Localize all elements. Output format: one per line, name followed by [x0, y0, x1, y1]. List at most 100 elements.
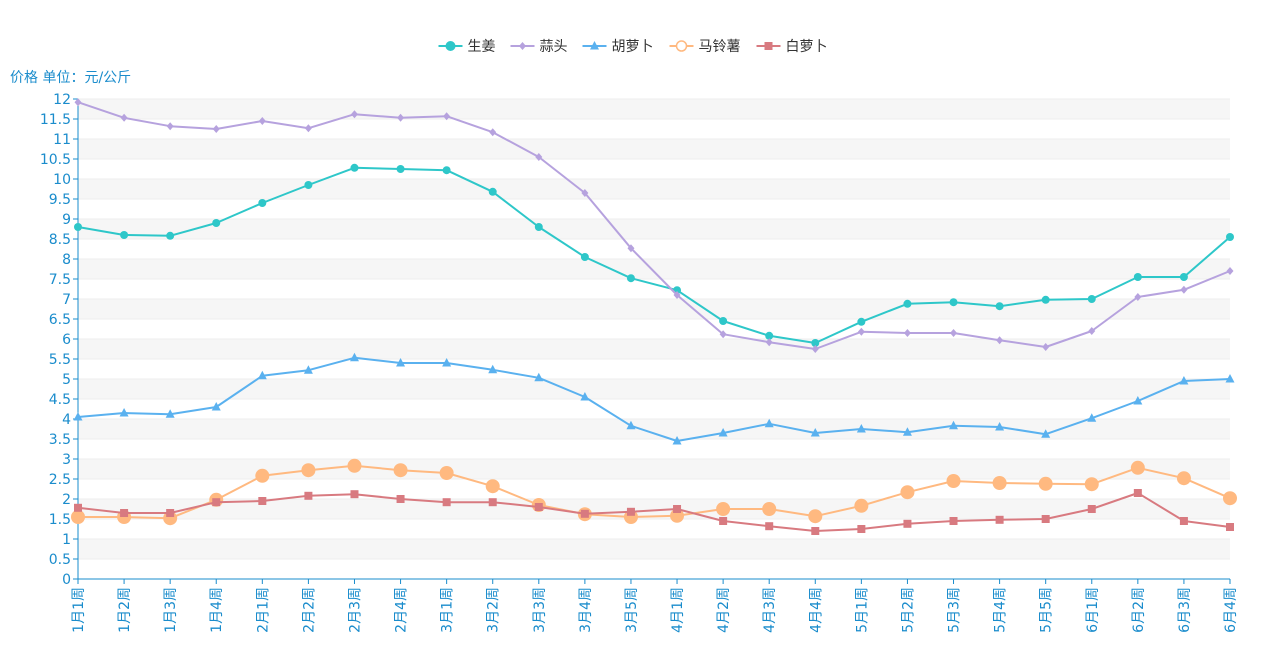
- data-point[interactable]: [1084, 477, 1099, 492]
- data-point[interactable]: [120, 231, 129, 239]
- data-point[interactable]: [534, 223, 543, 231]
- data-point[interactable]: [166, 122, 174, 131]
- data-point[interactable]: [719, 317, 728, 325]
- data-point[interactable]: [811, 527, 820, 535]
- data-point[interactable]: [673, 505, 682, 513]
- data-point[interactable]: [995, 422, 1005, 431]
- data-point[interactable]: [946, 474, 961, 488]
- data-point[interactable]: [580, 253, 589, 261]
- data-point[interactable]: [949, 420, 959, 430]
- data-point[interactable]: [673, 291, 681, 299]
- data-point[interactable]: [762, 502, 777, 516]
- data-point[interactable]: [811, 345, 819, 353]
- data-point[interactable]: [303, 365, 313, 374]
- data-point[interactable]: [1087, 413, 1097, 422]
- data-point[interactable]: [580, 509, 589, 518]
- data-point[interactable]: [1133, 273, 1142, 281]
- data-point[interactable]: [258, 497, 267, 505]
- data-point[interactable]: [1087, 295, 1096, 303]
- data-point[interactable]: [718, 428, 728, 437]
- data-point[interactable]: [73, 412, 83, 421]
- legend-item[interactable]: 蒜头: [510, 39, 568, 55]
- data-point[interactable]: [347, 458, 362, 473]
- data-point[interactable]: [808, 509, 823, 524]
- data-point[interactable]: [949, 517, 958, 525]
- data-point[interactable]: [304, 124, 312, 133]
- data-point[interactable]: [902, 427, 912, 436]
- data-point[interactable]: [442, 358, 452, 367]
- data-point[interactable]: [765, 338, 773, 347]
- data-point[interactable]: [1088, 327, 1096, 335]
- data-point[interactable]: [765, 522, 774, 531]
- data-point[interactable]: [349, 352, 359, 362]
- data-point[interactable]: [854, 498, 869, 513]
- data-point[interactable]: [950, 329, 958, 337]
- data-point[interactable]: [304, 491, 313, 500]
- data-point[interactable]: [534, 503, 543, 511]
- data-point[interactable]: [489, 128, 497, 137]
- data-point[interactable]: [903, 519, 912, 528]
- legend-item[interactable]: 生姜: [438, 39, 496, 55]
- data-point[interactable]: [764, 418, 774, 428]
- data-point[interactable]: [626, 507, 635, 516]
- data-point[interactable]: [485, 479, 500, 494]
- data-point[interactable]: [119, 408, 129, 417]
- data-point[interactable]: [396, 495, 405, 503]
- data-point[interactable]: [719, 517, 728, 525]
- data-point[interactable]: [1041, 295, 1050, 304]
- data-point[interactable]: [442, 166, 451, 175]
- data-point[interactable]: [627, 244, 635, 253]
- data-point[interactable]: [1133, 396, 1143, 405]
- data-point[interactable]: [534, 372, 544, 382]
- data-point[interactable]: [810, 428, 820, 437]
- data-point[interactable]: [581, 189, 589, 197]
- data-point[interactable]: [350, 490, 359, 499]
- data-point[interactable]: [580, 392, 590, 401]
- data-point[interactable]: [1041, 515, 1050, 523]
- legend[interactable]: 生姜 蒜头 胡萝卜 马铃薯 白萝卜: [438, 39, 828, 55]
- data-point[interactable]: [71, 510, 85, 524]
- data-point[interactable]: [74, 98, 82, 107]
- data-point[interactable]: [903, 329, 911, 337]
- data-point[interactable]: [857, 327, 865, 336]
- legend-item[interactable]: 胡萝卜: [582, 39, 654, 55]
- data-point[interactable]: [166, 231, 175, 240]
- data-point[interactable]: [1179, 273, 1188, 281]
- data-point[interactable]: [393, 463, 408, 478]
- data-point[interactable]: [258, 199, 267, 207]
- data-point[interactable]: [949, 298, 958, 307]
- data-point[interactable]: [257, 370, 267, 380]
- data-point[interactable]: [488, 187, 497, 196]
- data-point[interactable]: [765, 331, 774, 340]
- data-point[interactable]: [350, 110, 358, 119]
- data-point[interactable]: [857, 317, 866, 326]
- data-point[interactable]: [166, 509, 175, 517]
- data-point[interactable]: [1041, 429, 1051, 438]
- data-point[interactable]: [442, 498, 451, 507]
- data-point[interactable]: [304, 181, 313, 189]
- data-point[interactable]: [1223, 491, 1237, 506]
- data-point[interactable]: [120, 509, 129, 517]
- legend-item[interactable]: 白萝卜: [756, 39, 828, 55]
- data-point[interactable]: [396, 358, 406, 367]
- data-point[interactable]: [439, 466, 454, 480]
- data-point[interactable]: [1226, 523, 1234, 531]
- data-point[interactable]: [1134, 293, 1142, 301]
- data-point[interactable]: [992, 476, 1007, 490]
- data-point[interactable]: [350, 163, 359, 172]
- data-point[interactable]: [443, 112, 451, 121]
- data-point[interactable]: [626, 420, 636, 430]
- data-point[interactable]: [397, 113, 405, 122]
- data-point[interactable]: [811, 339, 820, 347]
- data-point[interactable]: [1226, 233, 1234, 241]
- data-point[interactable]: [301, 463, 316, 478]
- data-point[interactable]: [672, 436, 682, 445]
- data-point[interactable]: [396, 165, 405, 173]
- data-point[interactable]: [1130, 460, 1145, 475]
- data-point[interactable]: [1180, 285, 1188, 294]
- data-point[interactable]: [1179, 517, 1188, 525]
- data-point[interactable]: [212, 219, 221, 227]
- data-point[interactable]: [255, 468, 270, 483]
- data-point[interactable]: [211, 402, 221, 411]
- data-point[interactable]: [74, 503, 82, 512]
